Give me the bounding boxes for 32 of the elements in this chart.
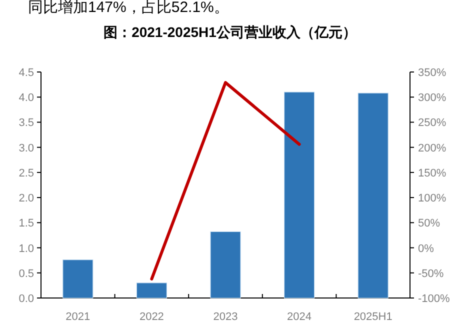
bar <box>358 92 388 298</box>
x-tick-label: 2024 <box>287 311 312 323</box>
y-tick-label: 1.0 <box>18 242 34 255</box>
y-tick-label: 3.0 <box>18 142 34 154</box>
y2-tick-label: 50% <box>418 218 440 230</box>
y2-tick-label: 100% <box>418 192 446 205</box>
y2-tick-label: -100% <box>418 293 450 305</box>
y-tick-label: 4.0 <box>18 92 34 104</box>
bar <box>136 282 167 298</box>
y-tick-label: 0.0 <box>18 293 34 305</box>
y-tick-label: 3.5 <box>18 117 34 130</box>
bar <box>62 260 94 298</box>
y2-tick-label: 150% <box>418 167 446 180</box>
x-tick-label: 2021 <box>66 311 90 323</box>
y2-tick-label: 350% <box>418 67 446 79</box>
text: 同比增加147%，占比52.1%。 <box>28 0 229 16</box>
chart-title: 图：2021-2025H1公司营业收入（亿元） <box>104 24 356 40</box>
y2-tick-label: 300% <box>418 92 446 104</box>
y-tick-label: 4.5 <box>18 67 34 79</box>
x-tick-label: 2022 <box>139 311 164 323</box>
x-tick-label: 2023 <box>213 311 238 323</box>
y2-tick-label: 0% <box>418 242 434 255</box>
x-tick-label: 2025H1 <box>354 311 392 323</box>
y-tick-label: 1.5 <box>18 218 34 230</box>
y2-tick-label: 250% <box>418 117 446 130</box>
y-tick-label: 2.0 <box>18 192 34 205</box>
y2-tick-label: 200% <box>418 142 446 154</box>
y-tick-label: 2.5 <box>18 167 34 180</box>
bar <box>284 92 315 298</box>
bar <box>210 231 241 298</box>
y2-tick-label: -50% <box>418 268 444 280</box>
y-tick-label: 0.5 <box>18 268 34 280</box>
